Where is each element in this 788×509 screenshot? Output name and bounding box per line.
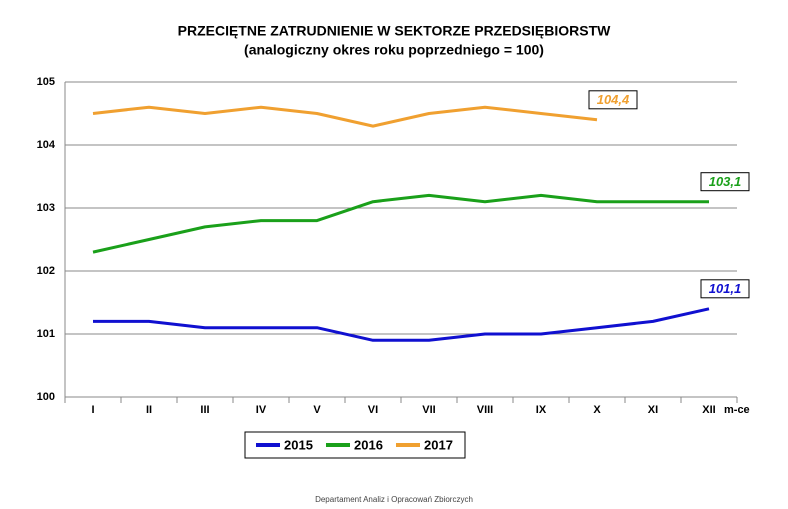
chart-subtitle: (analogiczny okres roku poprzedniego = 1…	[244, 42, 544, 58]
annotation-box	[700, 172, 750, 192]
series-line	[92, 105, 598, 128]
x-axis-label: m-ce	[724, 404, 750, 416]
chart-title: PRZECIĘTNE ZATRUDNIENIE W SEKTORZE PRZED…	[178, 23, 612, 39]
y-tick-label: 104	[37, 139, 56, 151]
y-tick-label: 103	[37, 202, 55, 214]
series-line	[92, 193, 709, 254]
annotation-box	[588, 90, 638, 110]
legend-box	[244, 431, 466, 459]
x-tick-label: IV	[256, 404, 267, 416]
x-tick-label: I	[91, 404, 94, 416]
footer: Departament Analiz i Opracowań Zbiorczyc…	[315, 495, 473, 504]
x-tick-label: X	[593, 404, 601, 416]
x-tick-label: IX	[536, 404, 547, 416]
annotation: 101,1	[709, 281, 742, 296]
x-tick-label: VII	[422, 404, 435, 416]
legend-label: 2017	[424, 437, 453, 452]
series-line	[93, 307, 710, 342]
x-tick-label: II	[146, 404, 152, 416]
annotation: 104,4	[597, 92, 630, 107]
x-tick-label: XI	[648, 404, 658, 416]
annotation: 103,1	[709, 174, 742, 189]
x-tick-label: III	[200, 404, 209, 416]
annotation-box	[700, 279, 750, 299]
legend-label: 2016	[354, 437, 383, 452]
y-tick-label: 105	[37, 76, 55, 88]
y-tick-label: 100	[37, 391, 55, 403]
x-tick-label: XII	[702, 404, 715, 416]
x-tick-label: VI	[368, 404, 378, 416]
legend-label: 2015	[284, 437, 313, 452]
y-tick-label: 101	[37, 328, 55, 340]
x-tick-label: VIII	[477, 404, 494, 416]
x-tick-label: V	[313, 404, 321, 416]
y-tick-label: 102	[37, 265, 55, 277]
